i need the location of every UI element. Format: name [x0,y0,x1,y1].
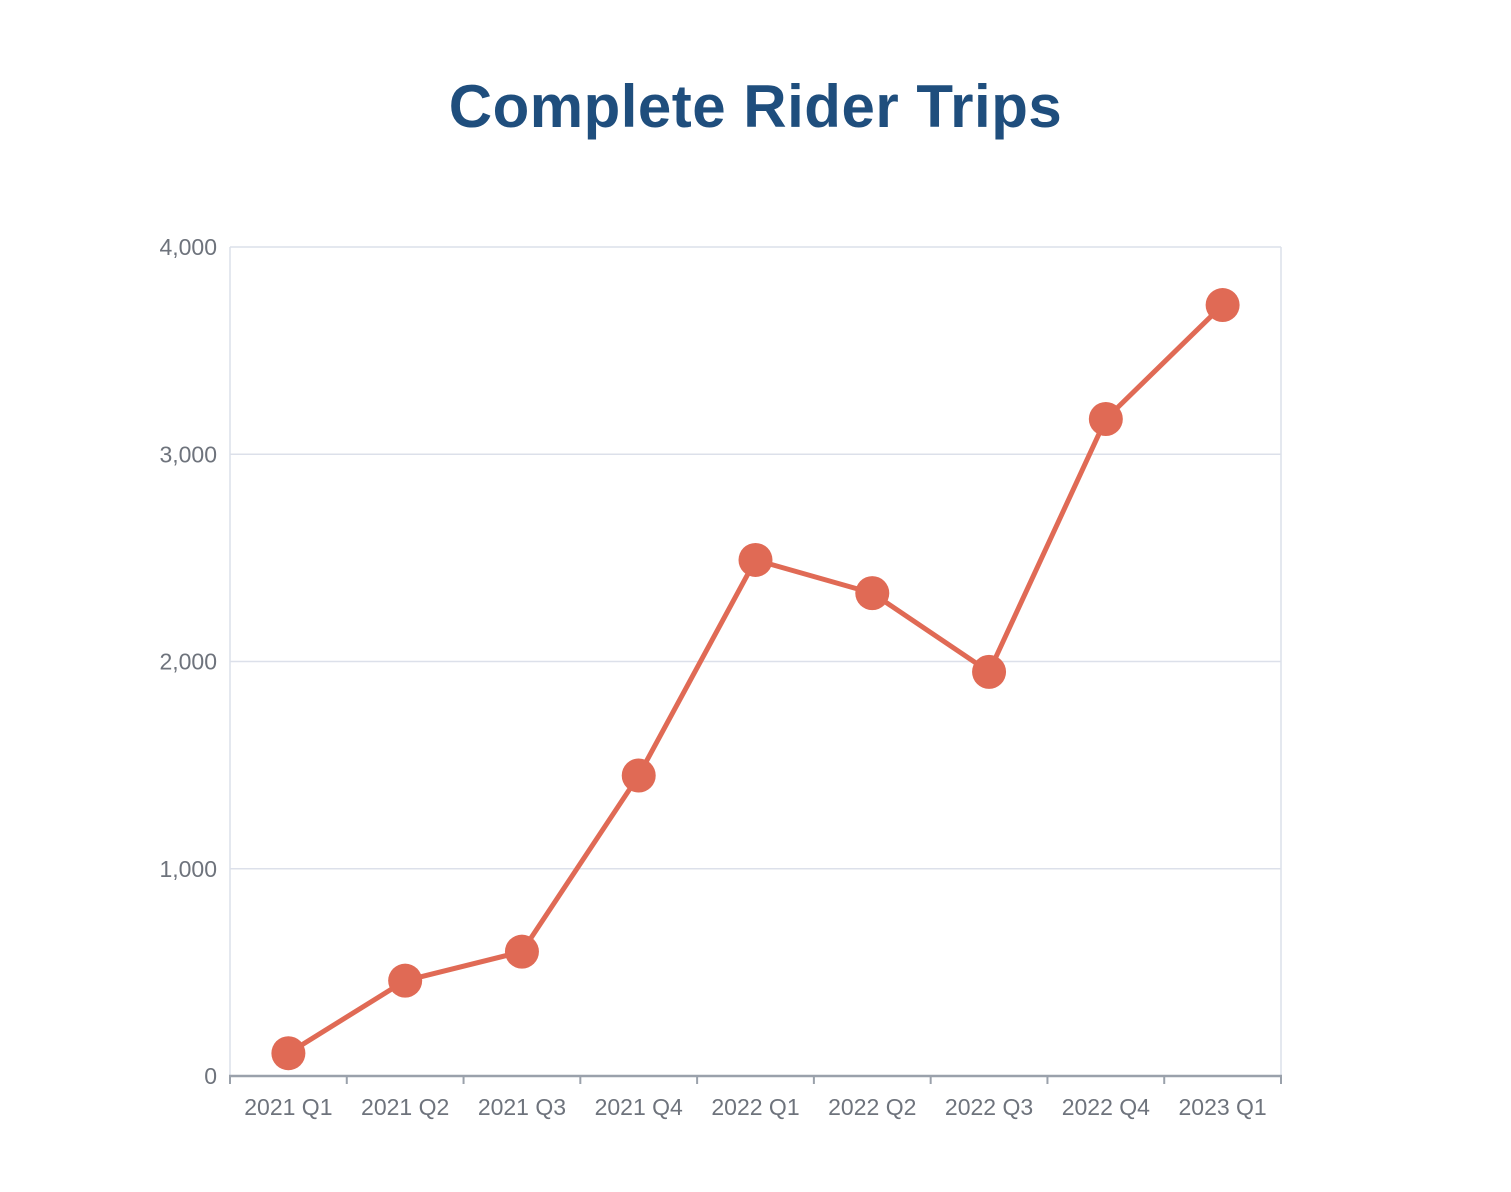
data-point-2022-q1[interactable] [738,542,773,577]
y-tick-label: 0 [204,1063,217,1089]
x-tick-label: 2021 Q2 [361,1094,449,1120]
y-tick-label: 3,000 [159,441,217,467]
data-point-2021-q4[interactable] [621,758,656,793]
data-point-2023-q1[interactable] [1205,288,1240,323]
x-tick-label: 2022 Q1 [711,1094,799,1120]
data-point-2021-q3[interactable] [504,934,539,969]
x-tick-label: 2023 Q1 [1178,1094,1266,1120]
x-tick-label: 2022 Q3 [945,1094,1033,1120]
data-point-2022-q2[interactable] [855,576,890,611]
x-tick-label: 2022 Q4 [1062,1094,1150,1120]
x-tick-label: 2021 Q3 [478,1094,566,1120]
y-tick-label: 2,000 [159,649,217,675]
x-tick-label: 2021 Q1 [244,1094,332,1120]
data-point-2021-q1[interactable] [271,1036,306,1071]
trend-line [285,302,1226,1056]
data-point-2021-q2[interactable] [388,963,423,998]
data-point-2022-q3[interactable] [972,654,1007,689]
x-tick-label: 2021 Q4 [595,1094,683,1120]
x-tick-label: 2022 Q2 [828,1094,916,1120]
chart-title: Complete Rider Trips [448,73,1063,140]
data-point-2022-q4[interactable] [1088,402,1123,437]
y-tick-label: 1,000 [159,856,217,882]
y-tick-label: 4,000 [159,234,217,260]
